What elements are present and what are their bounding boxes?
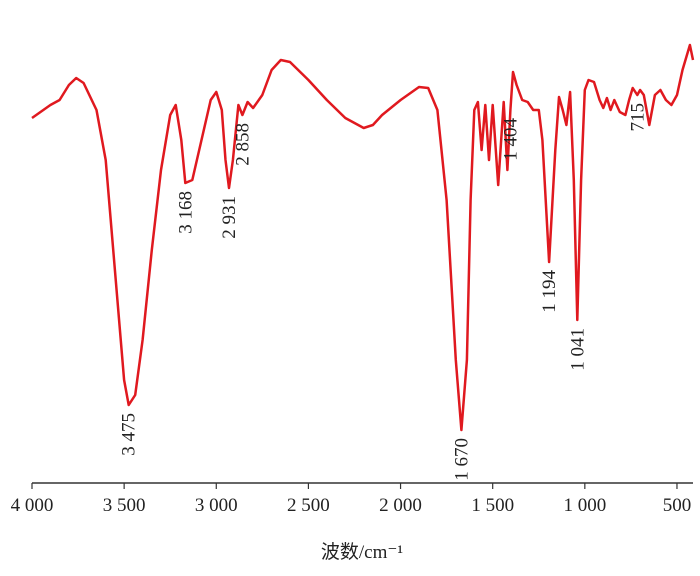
x-tick-label: 1 000: [563, 495, 606, 516]
peak-label: 3 475: [119, 413, 140, 456]
x-tick-label: 3 500: [103, 495, 146, 516]
peak-label: 3 168: [175, 191, 196, 234]
x-tick-label: 500: [663, 495, 692, 516]
spectrum-line: [31, 43, 695, 432]
peak-label: 1 194: [539, 270, 560, 313]
peak-label: 1 041: [567, 328, 588, 371]
x-axis-label: 波数/cm⁻¹: [321, 541, 404, 563]
peak-label: 1 670: [451, 438, 472, 481]
peak-label: 2 931: [219, 196, 240, 239]
x-tick-label: 2 500: [287, 495, 330, 516]
peak-label: 1 404: [500, 118, 521, 161]
x-tick-label: 4 000: [11, 495, 54, 516]
peak-label: 715: [627, 103, 648, 132]
peak-label: 2 858: [232, 123, 253, 166]
x-tick-label: 3 000: [195, 495, 238, 516]
x-tick-label: 2 000: [379, 495, 422, 516]
x-tick-label: 1 500: [471, 495, 514, 516]
